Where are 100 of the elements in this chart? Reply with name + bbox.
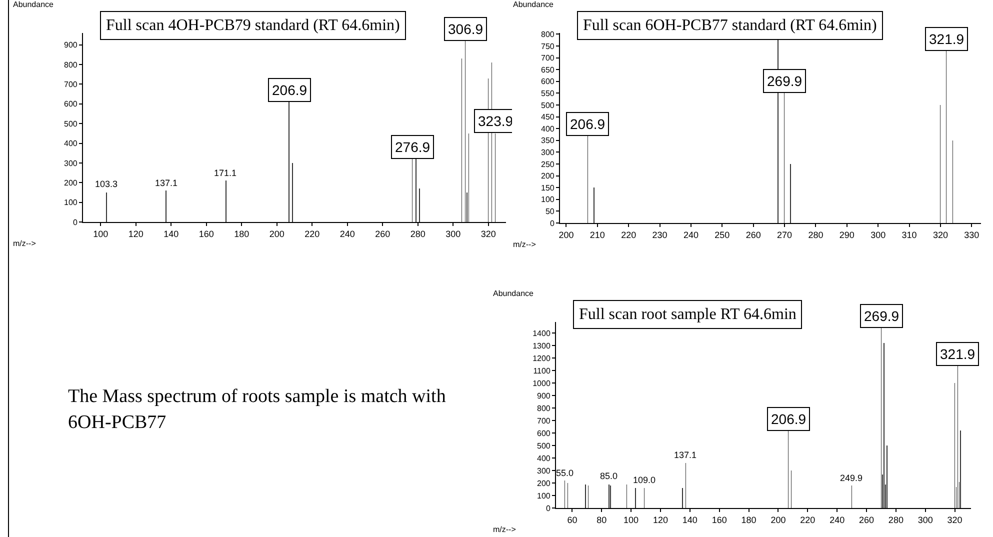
y-tick-label: 200 (64, 178, 78, 188)
chart-title: Full scan root sample RT 64.6min (579, 306, 796, 323)
x-tick-label: 80 (596, 514, 607, 525)
y-tick-label: 1100 (533, 366, 551, 376)
y-tick-label: 0 (550, 218, 555, 228)
y-tick-label: 150 (541, 183, 555, 192)
x-tick-label: 160 (712, 514, 727, 525)
y-tick-label: 750 (541, 42, 555, 51)
x-tick-label: 220 (800, 514, 816, 525)
y-tick-label: 350 (541, 136, 555, 146)
y-tick-label: 300 (537, 466, 551, 476)
y-axis-title: Abundance (13, 0, 54, 9)
x-tick-label: 240 (830, 514, 845, 525)
annotation: 276.9 (395, 139, 430, 155)
x-tick-label: 100 (93, 228, 108, 239)
x-tick-label: 240 (683, 230, 698, 240)
y-tick-label: 600 (64, 100, 78, 109)
y-tick-label: 300 (541, 148, 555, 157)
y-tick-label: 0 (546, 504, 551, 513)
y-tick-label: 200 (537, 478, 551, 488)
x-tick-label: 300 (446, 228, 461, 239)
x-tick-label: 310 (902, 230, 917, 240)
text: The Mass spectrum of roots sample is match with 6OH-PCB77 (68, 385, 447, 435)
annotation: 137.1 (155, 178, 178, 188)
x-tick-label: 100 (624, 514, 639, 525)
x-tick-label: 200 (558, 230, 574, 240)
y-tick-label: 400 (541, 124, 555, 134)
x-axis-title: m/z--> (513, 240, 536, 249)
x-tick-label: 330 (964, 230, 980, 240)
annotation: 137.1 (674, 450, 697, 460)
x-tick-label: 180 (741, 514, 756, 525)
annotation: 249.9 (840, 473, 863, 483)
x-tick-label: 140 (164, 228, 179, 239)
annotation: 85.0 (600, 471, 618, 481)
annotation: 323.9 (478, 113, 514, 129)
annotation: 171.1 (214, 168, 237, 178)
y-tick-label: 100 (537, 491, 551, 500)
x-tick-label: 280 (410, 228, 426, 239)
annotation: 55.0 (556, 468, 574, 478)
x-tick-label: 320 (947, 514, 962, 525)
y-tick-label: 300 (64, 158, 78, 168)
x-tick-label: 250 (714, 230, 730, 240)
x-axis-title: m/z--> (493, 525, 516, 534)
x-tick-label: 230 (652, 230, 668, 240)
y-tick-label: 100 (64, 198, 78, 208)
x-tick-label: 260 (375, 228, 390, 239)
y-tick-label: 800 (541, 30, 555, 39)
chart-title: Full scan 6OH-PCB77 standard (RT 64.6min) (583, 17, 877, 34)
y-tick-label: 400 (64, 139, 78, 148)
x-tick-label: 320 (932, 230, 948, 240)
y-tick-label: 650 (541, 65, 555, 74)
annotation: 321.9 (929, 31, 964, 47)
x-tick-label: 140 (682, 514, 698, 525)
x-tick-label: 300 (918, 514, 933, 525)
x-tick-label: 320 (480, 228, 496, 239)
y-tick-label: 1400 (532, 329, 551, 338)
y-tick-label: 800 (64, 60, 78, 70)
y-tick-label: 450 (541, 112, 555, 122)
x-tick-label: 200 (770, 514, 786, 525)
y-tick-label: 1300 (532, 342, 551, 351)
x-tick-label: 270 (777, 230, 792, 240)
annotation: 109.0 (633, 475, 656, 485)
x-tick-label: 160 (198, 228, 214, 239)
y-tick-label: 500 (537, 441, 551, 450)
annotation: 321.9 (940, 346, 976, 362)
x-tick-label: 300 (870, 230, 886, 240)
x-tick-label: 210 (590, 230, 605, 240)
y-tick-label: 900 (64, 40, 78, 50)
x-tick-label: 280 (888, 514, 904, 525)
annotation: 206.9 (272, 82, 308, 98)
x-tick-label: 240 (340, 228, 355, 239)
annotation: 306.9 (448, 21, 484, 37)
annotation: 103.3 (95, 179, 118, 189)
x-tick-label: 200 (269, 228, 284, 239)
y-tick-label: 700 (64, 80, 78, 89)
y-tick-label: 1200 (532, 354, 551, 363)
y-tick-label: 700 (541, 54, 555, 63)
y-tick-label: 700 (537, 416, 551, 426)
y-tick-label: 250 (541, 160, 555, 169)
y-tick-label: 600 (537, 428, 551, 438)
y-tick-label: 100 (541, 195, 555, 204)
y-tick-label: 400 (537, 454, 551, 463)
annotation: 206.9 (771, 411, 806, 427)
annotation: 269.9 (864, 308, 900, 324)
y-tick-label: 550 (541, 88, 555, 98)
x-tick-label: 220 (621, 230, 636, 240)
y-axis-title: Abundance (493, 289, 534, 298)
x-tick-label: 180 (234, 228, 250, 239)
y-axis-title: Abundance (513, 0, 554, 9)
x-tick-label: 60 (567, 514, 578, 525)
x-axis-title: m/z--> (13, 239, 36, 248)
annotation: 269.9 (767, 73, 802, 89)
y-tick-label: 900 (537, 391, 551, 400)
x-tick-label: 290 (839, 230, 854, 240)
x-tick-label: 260 (746, 230, 761, 240)
x-tick-label: 220 (304, 228, 320, 239)
x-tick-label: 280 (808, 230, 824, 240)
y-tick-label: 200 (541, 172, 555, 181)
y-tick-label: 800 (537, 404, 551, 413)
x-tick-label: 260 (858, 514, 874, 525)
